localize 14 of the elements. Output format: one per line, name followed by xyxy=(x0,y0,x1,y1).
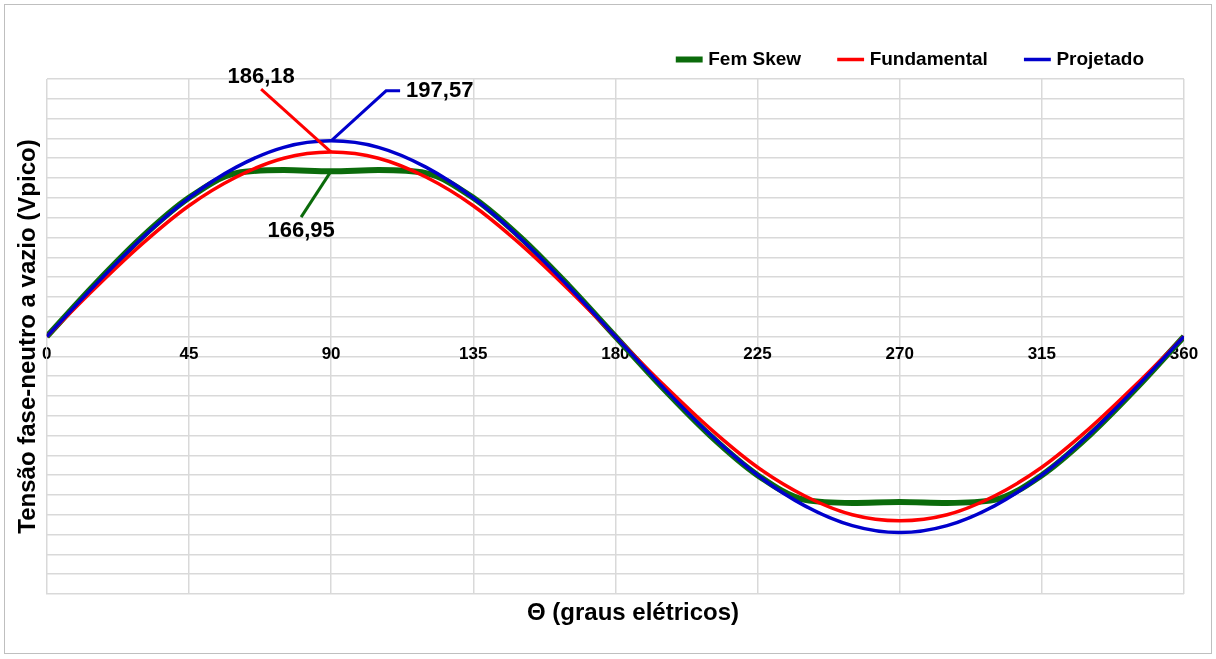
y-axis-title: Tensão fase-neutro a vazio (Vpico) xyxy=(13,139,41,534)
legend-label: Fem Skew xyxy=(708,47,802,69)
x-tick-label: 270 xyxy=(885,344,914,364)
data-label: 166,95 xyxy=(267,217,335,243)
data-label: 197,57 xyxy=(406,76,474,102)
x-tick-label: 45 xyxy=(179,344,199,364)
x-tick-label: 225 xyxy=(743,344,772,364)
data-label: 186,18 xyxy=(227,63,295,89)
x-tick-label: 135 xyxy=(459,344,488,364)
legend-label: Fundamental xyxy=(869,47,988,69)
x-tick-label: 315 xyxy=(1027,344,1057,364)
legend-label: Projetado xyxy=(1056,47,1144,69)
x-tick-label: 90 xyxy=(321,344,341,364)
x-axis-title: Θ (graus elétricos) xyxy=(525,598,741,626)
